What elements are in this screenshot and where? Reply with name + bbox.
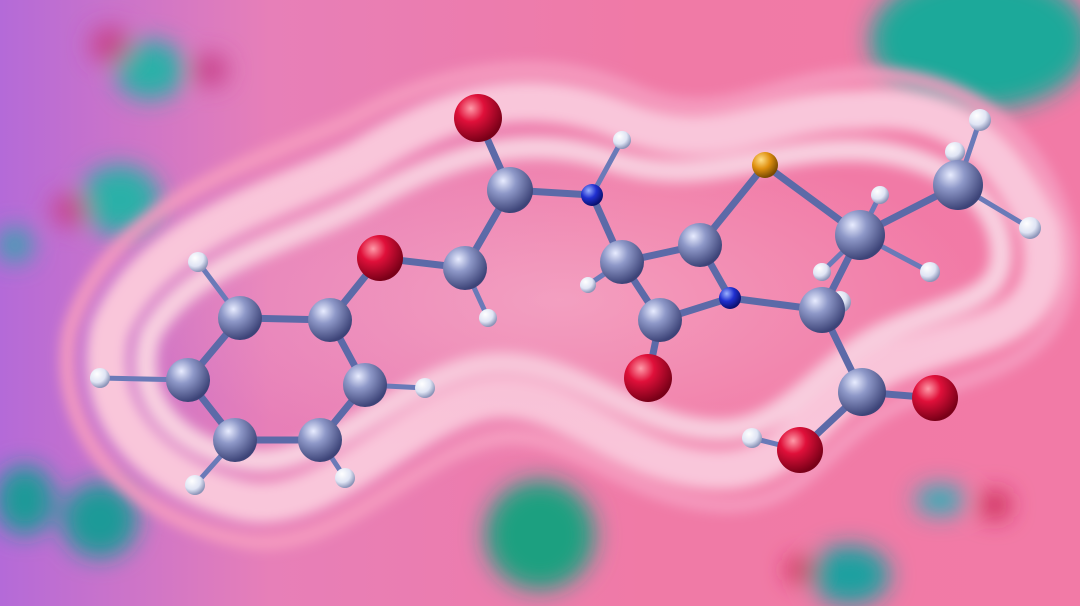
oxygen-atoms [357,94,958,473]
sulfur-atom [752,152,778,178]
carbon-atoms [166,160,983,462]
center-glow [140,130,980,470]
nitrogen-atoms [581,184,741,309]
